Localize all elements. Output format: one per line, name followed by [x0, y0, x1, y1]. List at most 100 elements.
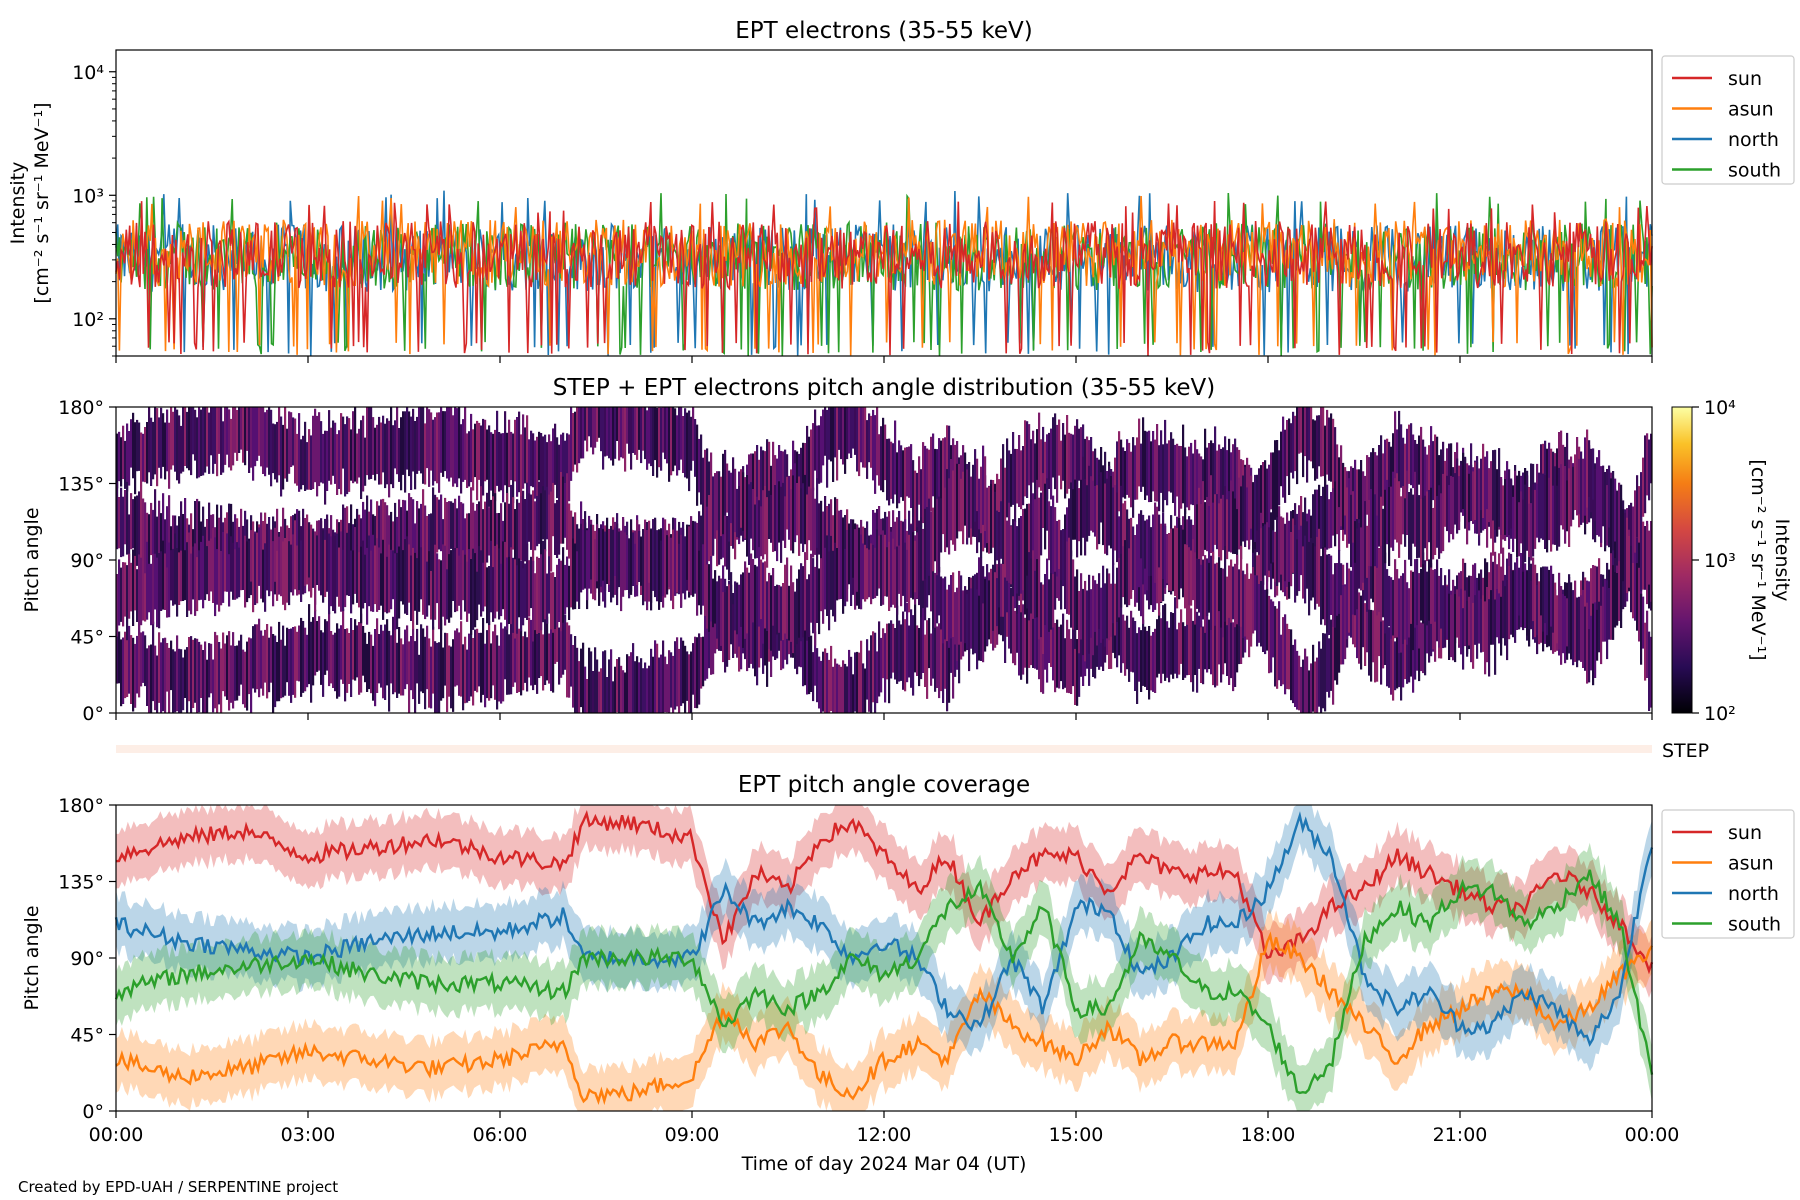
pad-cell [1220, 448, 1223, 520]
pad-cell [414, 421, 417, 490]
pad-cell [460, 563, 463, 620]
pad-cell [822, 409, 825, 466]
pad-cell [248, 407, 251, 473]
pad-cell [208, 643, 211, 698]
pad-cell [1598, 601, 1601, 653]
pad-cell [1424, 495, 1427, 549]
pad-cell [1650, 433, 1653, 484]
pad-cell [598, 671, 601, 713]
pad-cell [1206, 447, 1209, 502]
pad-cell [736, 488, 739, 538]
pad-cell [1482, 443, 1485, 518]
pad-cell [1058, 419, 1061, 476]
pad-cell [1438, 575, 1441, 648]
pad-cell [642, 529, 645, 606]
pad-cell [216, 549, 219, 605]
pad-cell [578, 528, 581, 609]
pad-cell [260, 630, 263, 689]
pad-cell [222, 421, 225, 473]
pad-cell [130, 635, 133, 704]
pad-cell [1212, 551, 1215, 619]
pad-cell [400, 507, 403, 558]
pad-cell [344, 546, 347, 608]
pad-cell [274, 635, 277, 708]
pad-cell [452, 415, 455, 487]
pad-cell [870, 543, 873, 605]
pad-cell [152, 621, 155, 702]
pad-cell [1500, 596, 1503, 656]
pad-cell [1204, 613, 1207, 670]
pad-cell [160, 513, 163, 586]
pad-cell [786, 476, 789, 530]
pad-cell [1198, 615, 1201, 669]
pad-cell [784, 564, 787, 634]
pad-cell [756, 445, 759, 524]
pad-cell [1210, 555, 1213, 630]
pad-cell [320, 518, 323, 596]
pad-cell [740, 574, 743, 627]
pad-cell [1530, 503, 1533, 561]
pad-cell [1132, 617, 1135, 673]
pad-cell [774, 455, 777, 508]
pad-cell [578, 661, 581, 713]
pad-cell [1232, 566, 1235, 620]
pad-cell [656, 643, 659, 713]
pad-cell [350, 550, 353, 614]
pad-cell [1278, 450, 1281, 506]
pad-cell [1420, 426, 1423, 503]
pad-cell [444, 632, 447, 686]
pad-cell [556, 500, 559, 558]
pad-cell [478, 422, 481, 480]
pad-cell [896, 517, 899, 574]
pad-cell [246, 407, 249, 451]
pad-cell [1104, 483, 1107, 554]
pad-cell [580, 407, 583, 459]
pad-cell [302, 621, 305, 693]
pad-cell [868, 549, 871, 598]
pad-cell [466, 649, 469, 703]
pad-cell [886, 623, 889, 680]
pad-cell [1012, 519, 1015, 597]
pad-cell [1330, 619, 1333, 691]
pad-cell [184, 498, 187, 573]
pad-cell [420, 624, 423, 692]
pad-cell [782, 583, 785, 641]
pad-cell [682, 416, 685, 473]
pad-cell [346, 532, 349, 596]
pad-cell [650, 529, 653, 611]
pad-cell [518, 502, 521, 562]
pad-cell [606, 407, 609, 456]
pad-cell [154, 645, 157, 711]
pad-cell [1196, 558, 1199, 609]
pad-cell [538, 627, 541, 678]
pad-cell [182, 514, 185, 574]
coverage-ytick-label: 45° [70, 1025, 104, 1047]
pad-cell [1488, 599, 1491, 677]
pad-cell [688, 526, 691, 593]
pad-cell [948, 478, 951, 555]
pad-cell [1564, 595, 1567, 664]
pad-cell [1136, 524, 1139, 575]
pad-cell [1226, 576, 1229, 626]
pad-cell [526, 637, 529, 692]
pad-cell [382, 415, 385, 473]
pad-cell [1038, 412, 1041, 488]
pad-cell [1028, 541, 1031, 621]
pad-cell [714, 603, 717, 654]
intensity-ylabel-line2: [cm⁻² s⁻¹ sr⁻¹ MeV⁻¹] [31, 102, 53, 303]
pad-cell [610, 525, 613, 581]
pad-cell [568, 565, 571, 620]
pad-cell [1214, 494, 1217, 545]
pad-cell [1132, 437, 1135, 518]
pad-cell [962, 471, 965, 545]
pad-cell [264, 543, 267, 612]
pad-cell [352, 550, 355, 605]
pad-cell [1508, 566, 1511, 640]
pad-cell [1640, 472, 1643, 533]
pad-cell [402, 550, 405, 605]
pad-cell [300, 617, 303, 697]
pad-cell [470, 487, 473, 562]
pad-cell [1408, 615, 1411, 683]
pad-cell [414, 523, 417, 572]
pad-cell [456, 548, 459, 612]
